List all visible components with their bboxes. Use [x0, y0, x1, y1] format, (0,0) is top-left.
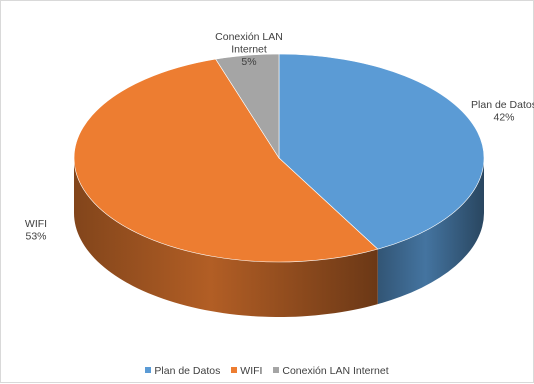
legend-swatch-plan-de-datos — [145, 367, 152, 374]
legend: Plan de Datos WIFI Conexión LAN Internet — [1, 365, 533, 377]
legend-swatch-conexion-lan — [273, 367, 280, 374]
legend-item-wifi: WIFI — [231, 365, 262, 377]
pie-slice-wifi — [73, 58, 379, 263]
pie-slice-plan-de-datos — [278, 53, 485, 250]
pie-side-plan-de-datos — [377, 158, 484, 305]
legend-item-conexion-lan: Conexión LAN Internet — [273, 365, 389, 377]
pie-side-wifi — [74, 158, 378, 318]
legend-label-conexion-lan: Conexión LAN Internet — [282, 365, 389, 377]
data-label-wifi: WIFI 53% — [25, 218, 47, 243]
pie-slice-conexion-lan — [215, 53, 280, 160]
legend-label-wifi: WIFI — [240, 365, 263, 377]
legend-item-plan-de-datos: Plan de Datos — [145, 365, 220, 377]
data-label-plan-de-datos: Plan de Datos 42% — [471, 99, 534, 124]
data-label-conexion-lan: Conexión LAN Internet 5% — [215, 31, 283, 68]
legend-swatch-wifi — [231, 367, 238, 374]
legend-label-plan-de-datos: Plan de Datos — [154, 365, 221, 377]
